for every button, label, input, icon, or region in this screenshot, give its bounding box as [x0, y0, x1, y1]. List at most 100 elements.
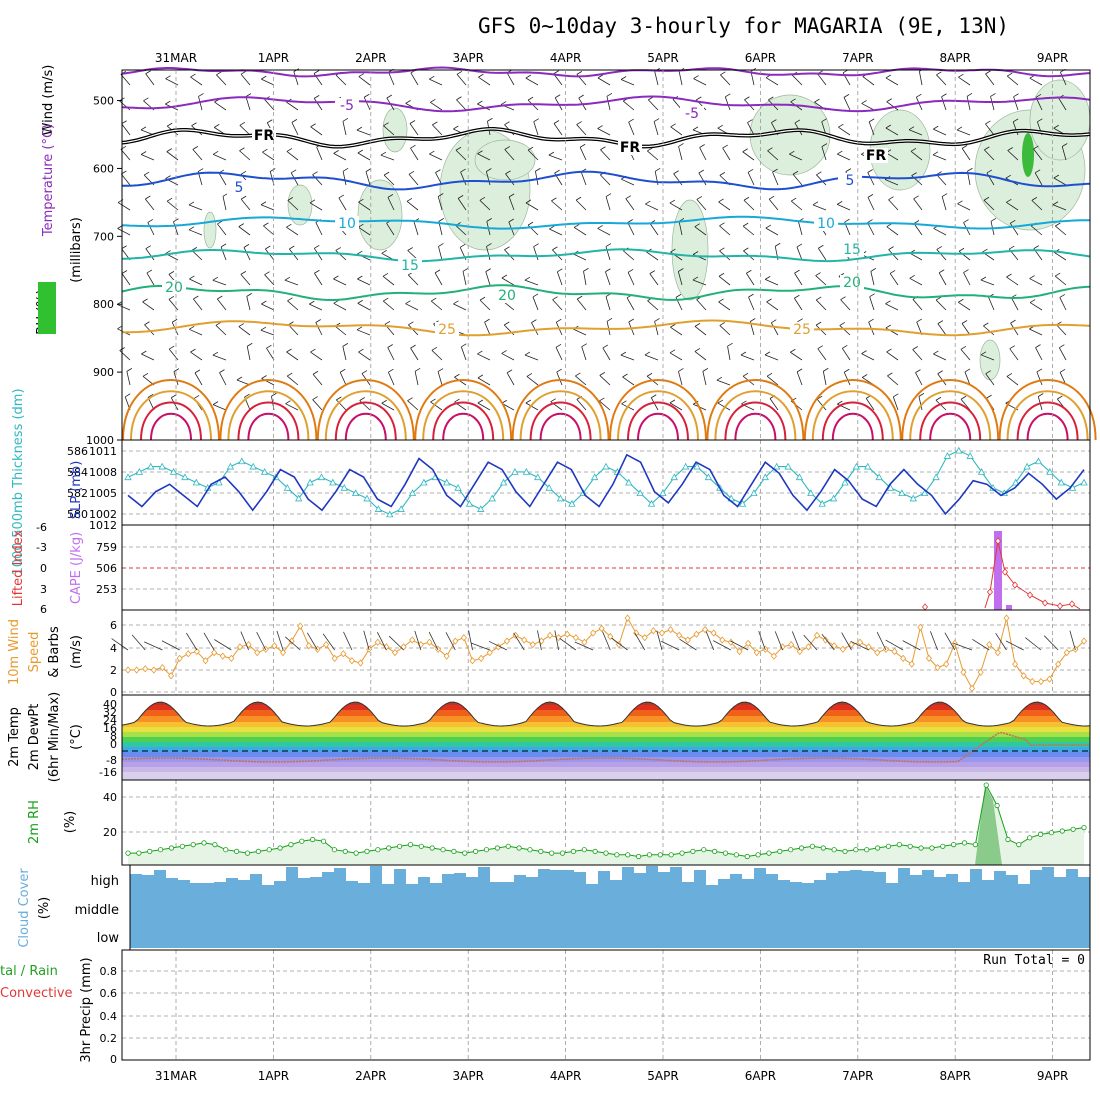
ytick-label: 700 — [93, 230, 114, 243]
date-label-top: 4APR — [550, 51, 581, 65]
cloud-high-bar — [742, 879, 754, 893]
wind-barb — [141, 353, 155, 361]
wind10-barb — [953, 642, 973, 651]
ylabel-slp: SLP (mb) — [69, 461, 84, 520]
rh2m-marker — [918, 845, 924, 851]
rh2m-marker — [690, 848, 696, 855]
wind-barb-flag — [246, 293, 252, 297]
thickness-marker — [454, 483, 462, 491]
wind-barb-flag — [933, 350, 939, 355]
wind-barb — [600, 149, 611, 161]
wind-barb — [168, 348, 179, 361]
wind-barb — [696, 199, 707, 211]
wind10-barb — [902, 640, 921, 651]
wind10-barb — [363, 630, 370, 651]
wind-barb-flag — [743, 247, 749, 252]
wind-barb-flag — [453, 125, 459, 130]
wind-barb — [409, 123, 419, 136]
wind-speed-marker — [288, 637, 295, 645]
wind-barb — [698, 172, 707, 186]
wind-speed-marker — [348, 657, 355, 665]
wind-barb — [742, 225, 755, 236]
wind-barb — [599, 375, 611, 386]
wind-barb-flag — [192, 146, 199, 150]
wind-barb-flag — [126, 368, 133, 372]
diurnal-contour — [442, 412, 485, 441]
wind-barb — [941, 196, 947, 211]
contour-label-bg — [227, 180, 251, 195]
wind-barb — [649, 273, 659, 286]
contour-label: -5 — [340, 98, 354, 114]
wind-barb-flag — [909, 274, 915, 279]
wind-barb-flag — [188, 201, 195, 206]
diurnal-contour — [130, 390, 212, 441]
cape-tick: 1012 — [89, 519, 117, 532]
thickness-marker — [363, 494, 371, 502]
wind-barb — [240, 73, 251, 86]
wind-barb-flag — [146, 269, 153, 274]
wind-barb-flag — [645, 200, 651, 205]
wind-barb-flag — [791, 197, 797, 202]
rh2m-marker — [201, 840, 207, 846]
wind-barb-flag — [145, 70, 151, 75]
wind-barb-flag — [696, 196, 703, 200]
wind-barb-flag — [815, 272, 821, 276]
wind-barb-flag — [842, 344, 848, 349]
wind10-barb — [322, 633, 336, 651]
rh-blob — [671, 199, 709, 301]
wind-barb-flag — [431, 297, 437, 302]
diurnal-contour — [821, 401, 884, 441]
wind-barb — [119, 100, 131, 111]
diurnal-contour — [247, 412, 290, 441]
rh-key — [38, 282, 56, 334]
wind-barb — [1006, 201, 1019, 211]
wind-barb — [504, 149, 515, 161]
wind-barb-flag — [644, 351, 651, 356]
wind-barb — [933, 228, 947, 236]
wind-barb-flag — [768, 195, 775, 200]
wind-barb-flag — [388, 368, 394, 373]
ylabel-temp2m-d: (°C) — [69, 724, 84, 750]
wind-barb — [817, 348, 827, 361]
wind-barb-flag — [410, 344, 416, 349]
lifted-marker — [1001, 568, 1009, 576]
contour-label-bg — [814, 216, 838, 231]
rh2m-marker — [722, 850, 729, 856]
rh2m-marker — [277, 845, 283, 851]
wind-barb-flag — [606, 317, 613, 322]
wind-barb — [654, 71, 659, 86]
wind-barb-flag — [429, 150, 435, 155]
wind-barb-flag — [600, 146, 606, 151]
axis-labels: 31MAR31MAR1APR1APR2APR2APR3APR3APR4APR4A… — [0, 51, 1068, 1083]
wind-barb-flag — [961, 145, 968, 149]
cloud-high-bar — [190, 883, 202, 893]
wind-barb-flag — [557, 268, 563, 273]
wind-barb — [190, 351, 203, 361]
wind-barb — [213, 153, 227, 161]
wind-barb — [218, 172, 227, 186]
wind-barb-flag — [166, 122, 173, 127]
cloud-high-bar — [850, 870, 862, 893]
rh2m-marker — [777, 848, 783, 855]
wind-barb — [342, 346, 347, 361]
wind-speed-marker — [529, 640, 536, 649]
wind-barb-flag — [768, 96, 774, 101]
contour-15 — [122, 248, 1091, 263]
wind-barb-flag — [197, 168, 204, 172]
cape-tick: 759 — [96, 541, 117, 554]
wind-barb — [693, 78, 707, 86]
wind-speed-marker — [900, 654, 907, 663]
wind-barb-flag — [244, 393, 250, 398]
wind-barb-flag — [599, 397, 605, 402]
thickness-marker — [283, 483, 292, 491]
wind-barb — [431, 350, 443, 361]
wind-barb-flag — [239, 147, 245, 152]
panel-frame-precip — [121, 949, 1091, 1061]
wind-barb — [933, 353, 947, 361]
wind-barb — [146, 272, 155, 286]
rh-blob — [357, 179, 403, 251]
wind-barb — [913, 198, 923, 211]
wind-barb-flag — [766, 372, 773, 377]
